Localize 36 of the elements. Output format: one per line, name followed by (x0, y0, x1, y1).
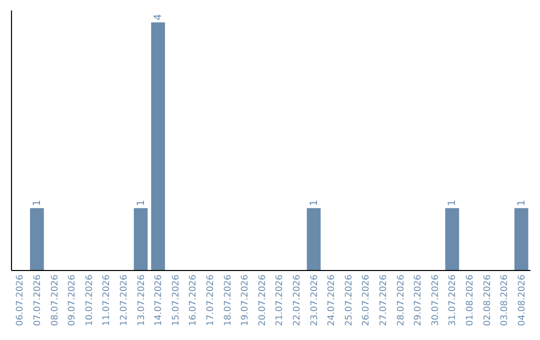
x-tick-label: 03.08.2026 (500, 274, 510, 326)
x-tick-label: 15.07.2026 (171, 274, 182, 326)
x-tick-label: 17.07.2026 (206, 274, 216, 326)
x-tick-label: 04.08.2026 (517, 274, 528, 326)
x-tick-label: 13.07.2026 (136, 274, 147, 326)
data-label: 1 (136, 200, 147, 206)
x-tick-label: 20.07.2026 (258, 274, 268, 326)
data-label: 1 (516, 200, 528, 206)
x-tick-label: 27.07.2026 (378, 274, 389, 326)
x-tick-label: 11.07.2026 (102, 274, 112, 326)
data-label: 1 (308, 200, 320, 206)
x-tick-label: 22.07.2026 (292, 274, 302, 326)
x-tick-label: 28.07.2026 (396, 274, 406, 326)
data-label: 4 (153, 14, 164, 20)
x-tick-label: 07.07.2026 (32, 274, 43, 326)
x-tick-label: 21.07.2026 (275, 274, 286, 326)
x-tick-label: 19.07.2026 (240, 274, 251, 326)
x-tick-label: 31.07.2026 (448, 274, 458, 326)
x-tick-label: 02.08.2026 (482, 274, 493, 326)
x-tick-label: 09.07.2026 (68, 274, 78, 326)
x-tick-label: 18.07.2026 (223, 274, 234, 326)
x-tick-label: 23.07.2026 (310, 274, 320, 326)
x-tick-label: 26.07.2026 (362, 274, 372, 326)
data-label: 1 (32, 200, 43, 206)
x-tick-label: 08.07.2026 (50, 274, 60, 326)
x-tick-label: 29.07.2026 (414, 274, 424, 326)
x-tick-label: 12.07.2026 (119, 274, 130, 326)
x-tick-label: 01.08.2026 (465, 274, 476, 326)
x-tick-label: 30.07.2026 (430, 274, 441, 326)
x-tick-label: 24.07.2026 (327, 274, 338, 326)
x-tick-label: 14.07.2026 (154, 274, 164, 326)
x-tick-label: 10.07.2026 (84, 274, 95, 326)
data-label: 1 (447, 200, 458, 206)
x-tick-label: 16.07.2026 (188, 274, 199, 326)
x-tick-label: 06.07.2026 (16, 274, 26, 326)
x-tick-label: 25.07.2026 (344, 274, 354, 326)
